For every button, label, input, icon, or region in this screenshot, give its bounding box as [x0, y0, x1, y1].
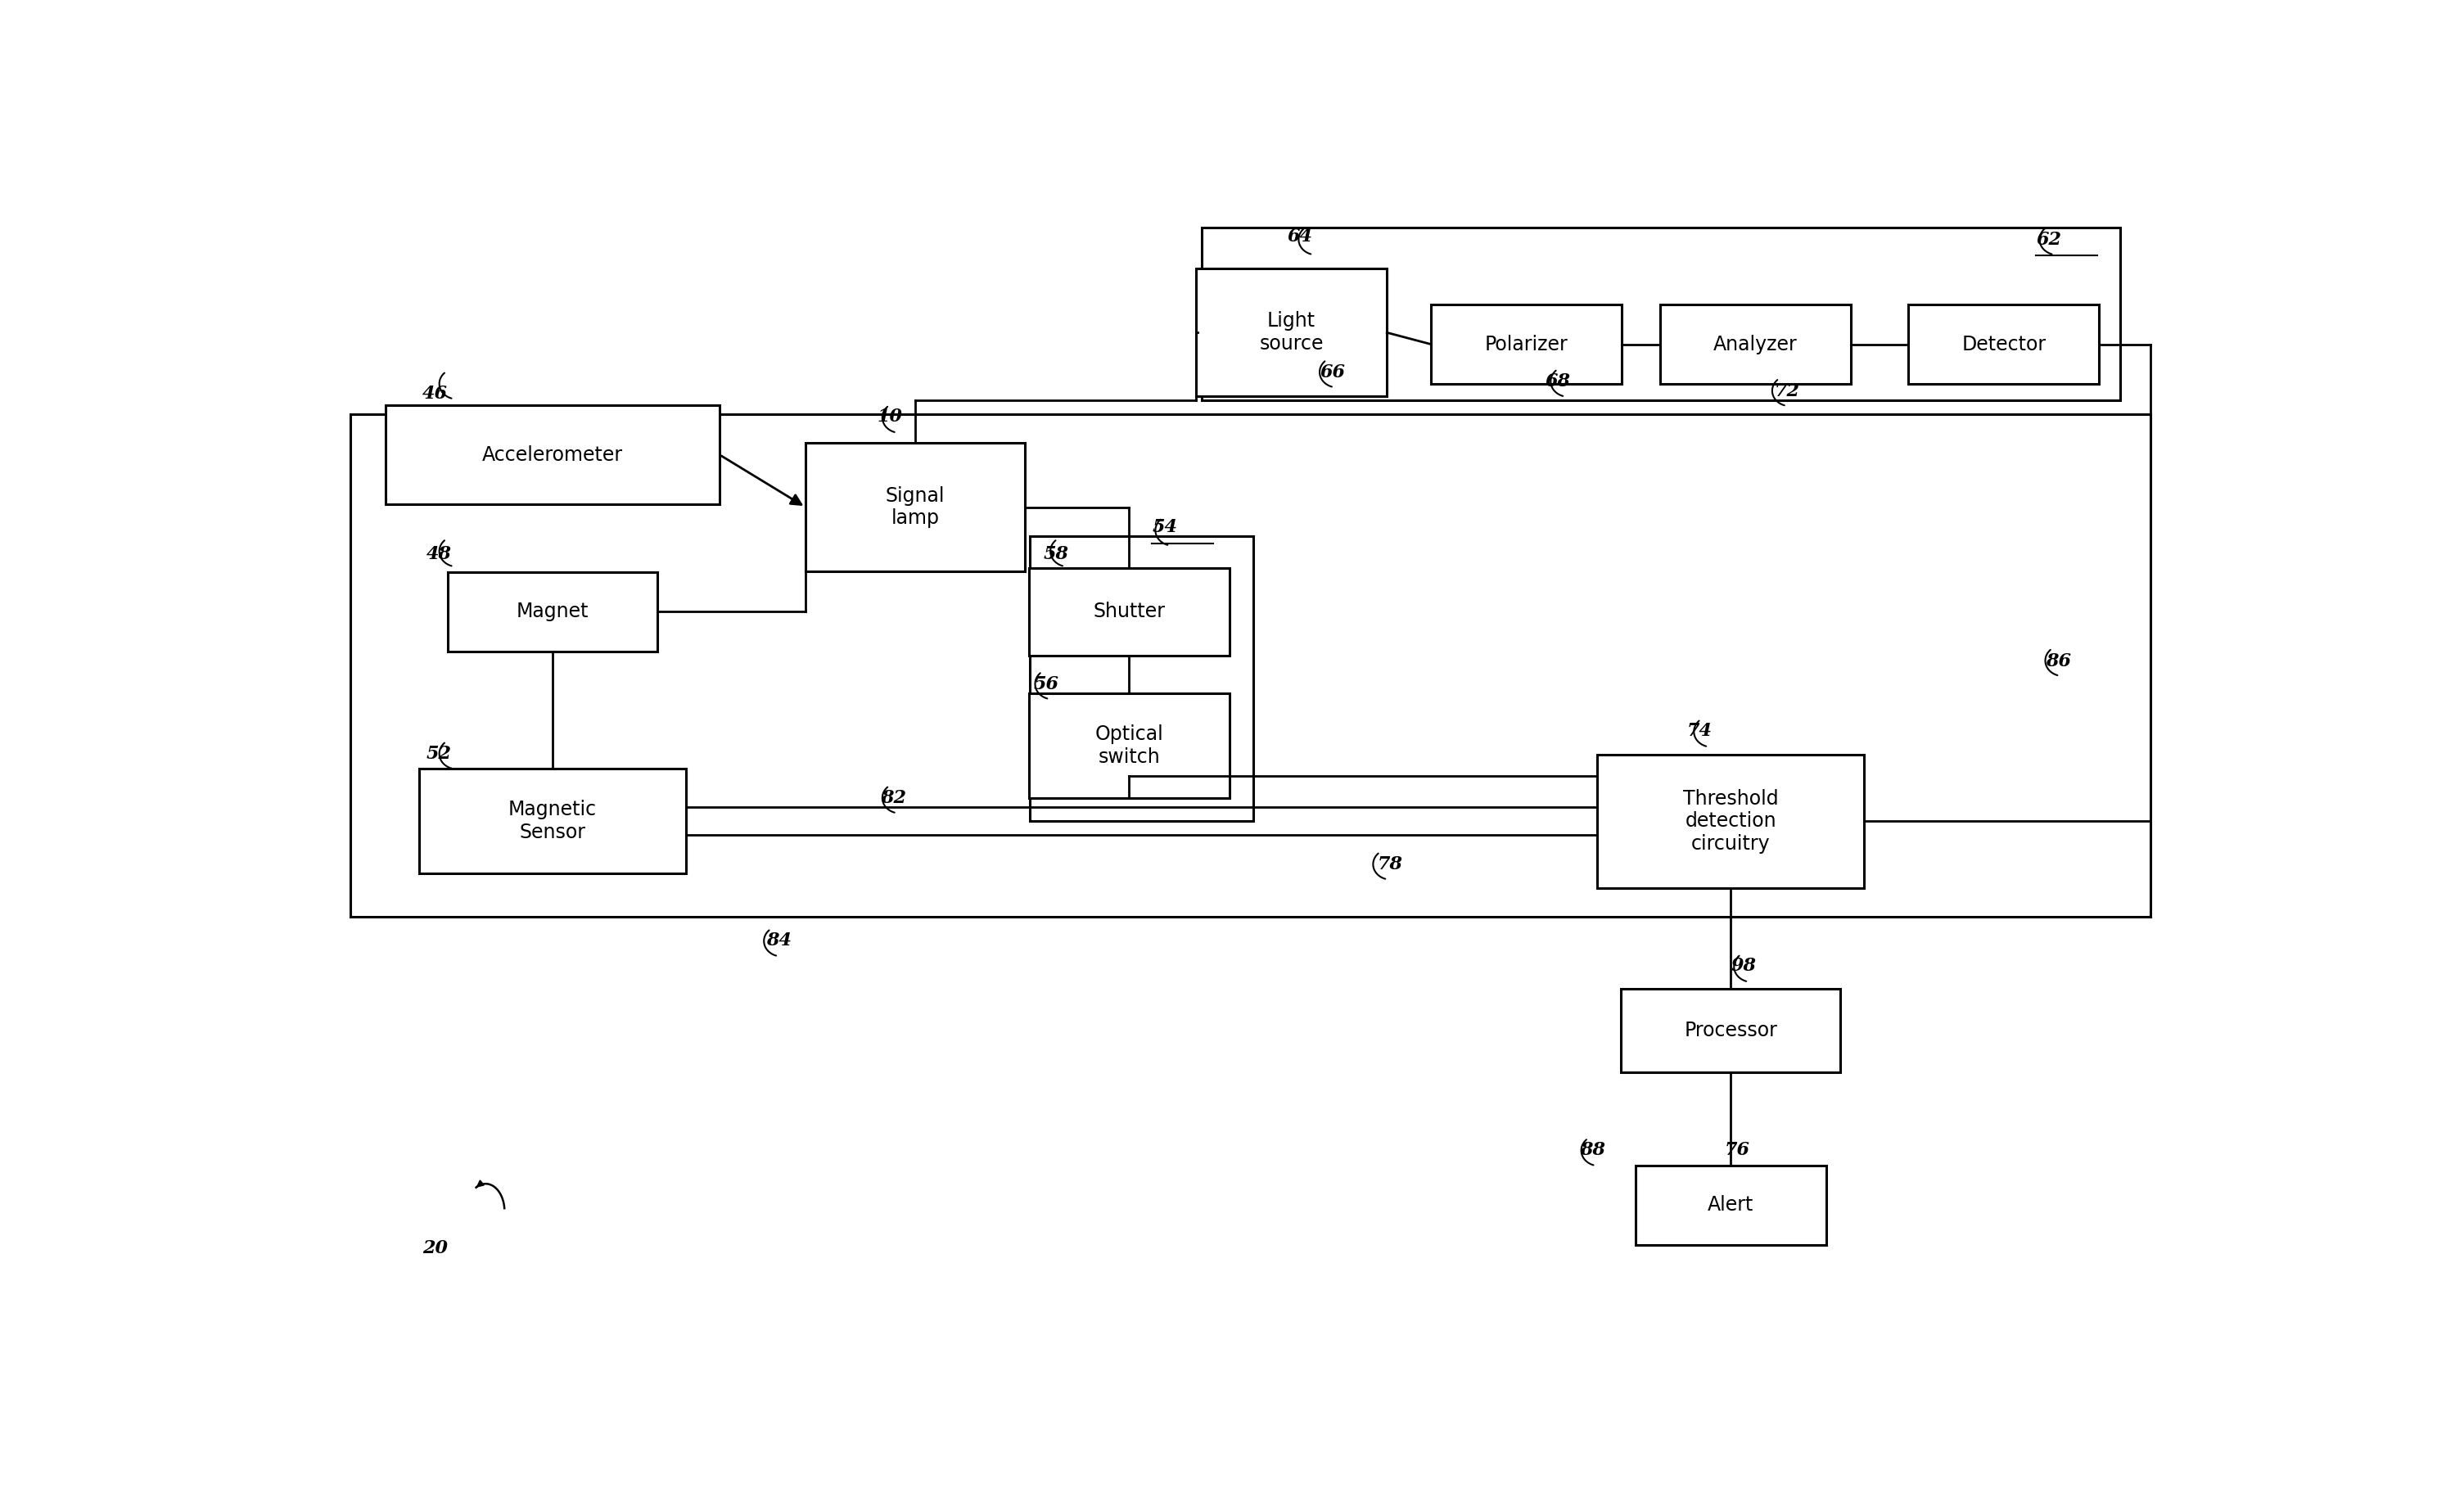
- Bar: [1030, 568, 1230, 656]
- Text: Optical
switch: Optical switch: [1094, 724, 1163, 766]
- Bar: [1030, 694, 1230, 798]
- Text: Light
source: Light source: [1259, 311, 1323, 354]
- Text: 66: 66: [1321, 364, 1345, 381]
- Bar: [1907, 305, 2099, 384]
- Text: 58: 58: [1042, 545, 1069, 564]
- Text: Polarizer: Polarizer: [1486, 334, 1567, 354]
- Bar: [1597, 754, 1865, 888]
- Text: 78: 78: [1377, 855, 1402, 873]
- Text: 88: 88: [1579, 1141, 1604, 1159]
- Text: Signal
lamp: Signal lamp: [885, 487, 944, 529]
- Bar: [1432, 305, 1621, 384]
- Bar: [1030, 536, 1254, 822]
- Text: 76: 76: [1725, 1141, 1749, 1159]
- Text: 20: 20: [424, 1239, 448, 1257]
- Text: 98: 98: [1730, 956, 1757, 975]
- Bar: [419, 769, 685, 873]
- Text: 56: 56: [1035, 675, 1060, 694]
- Text: 10: 10: [877, 408, 902, 426]
- Text: 72: 72: [1774, 382, 1799, 400]
- Bar: [1621, 988, 1841, 1073]
- Text: 64: 64: [1289, 227, 1313, 245]
- Text: Magnetic
Sensor: Magnetic Sensor: [508, 799, 596, 843]
- Text: Detector: Detector: [1961, 334, 2045, 354]
- Bar: [350, 414, 2151, 917]
- Text: 82: 82: [882, 789, 907, 807]
- Text: Processor: Processor: [1683, 1021, 1777, 1041]
- Text: 52: 52: [426, 745, 451, 763]
- Bar: [1661, 305, 1850, 384]
- Text: Alert: Alert: [1708, 1195, 1754, 1215]
- Bar: [1636, 1165, 1826, 1245]
- Text: Magnet: Magnet: [515, 601, 589, 621]
- Bar: [1202, 228, 2119, 400]
- Text: 68: 68: [1545, 373, 1570, 391]
- Text: Shutter: Shutter: [1094, 601, 1165, 621]
- Bar: [1195, 269, 1387, 396]
- Text: Threshold
detection
circuitry: Threshold detection circuitry: [1683, 789, 1779, 854]
- Text: 48: 48: [426, 545, 451, 564]
- Text: Accelerometer: Accelerometer: [483, 444, 623, 464]
- Text: 74: 74: [1688, 722, 1712, 740]
- Text: 62: 62: [2035, 231, 2062, 249]
- Bar: [384, 405, 719, 505]
- Text: 46: 46: [424, 384, 448, 402]
- Text: 54: 54: [1153, 518, 1178, 536]
- Text: Analyzer: Analyzer: [1712, 334, 1799, 354]
- Bar: [448, 573, 658, 651]
- Text: 84: 84: [766, 931, 791, 949]
- Bar: [806, 443, 1025, 571]
- Text: 86: 86: [2045, 651, 2072, 669]
